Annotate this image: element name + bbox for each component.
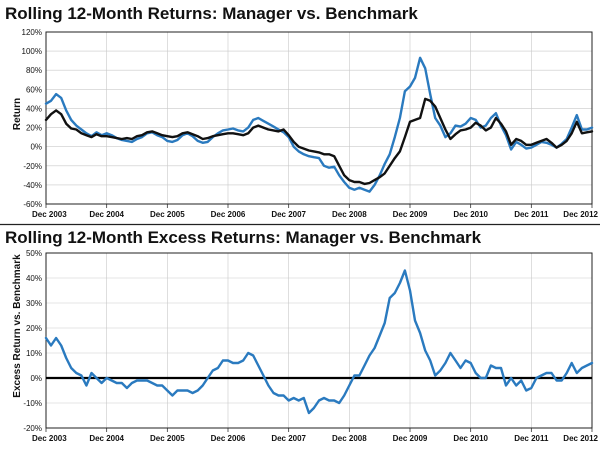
returns-x-tick-label: Dec 2011 bbox=[514, 210, 549, 219]
excess-x-tick-label: Dec 2004 bbox=[89, 434, 124, 443]
excess-x-tick-label: Dec 2008 bbox=[332, 434, 367, 443]
returns-x-tick-label: Dec 2004 bbox=[89, 210, 124, 219]
returns-x-tick-label: Dec 2003 bbox=[32, 210, 67, 219]
returns-x-tick-label: Dec 2005 bbox=[150, 210, 185, 219]
excess-returns-panel: Rolling 12-Month Excess Returns: Manager… bbox=[5, 228, 599, 443]
excess-y-tick-label: 10% bbox=[26, 349, 42, 358]
returns-chart-title: Rolling 12-Month Returns: Manager vs. Be… bbox=[5, 4, 418, 23]
excess-chart-title: Rolling 12-Month Excess Returns: Manager… bbox=[5, 228, 482, 247]
excess-y-tick-label: -10% bbox=[23, 399, 42, 408]
excess-x-tick-label: Dec 2003 bbox=[32, 434, 67, 443]
excess-y-tick-label: 0% bbox=[30, 374, 42, 383]
returns-plot-frame bbox=[45, 31, 593, 205]
returns-y-axis-label: Return bbox=[12, 98, 23, 130]
returns-x-tick-label: Dec 2010 bbox=[453, 210, 488, 219]
excess-x-tick-label: Dec 2011 bbox=[514, 434, 549, 443]
returns-x-tick-label: Dec 2012 bbox=[563, 210, 598, 219]
returns-y-tick-label: 0% bbox=[30, 143, 42, 152]
excess-series-line-1 bbox=[44, 269, 594, 415]
excess-y-axis-label: Excess Return vs. Benchmark bbox=[12, 254, 23, 398]
returns-y-tick-label: 120% bbox=[22, 28, 42, 37]
returns-y-tick-label: -60% bbox=[23, 200, 42, 209]
returns-x-tick-label: Dec 2006 bbox=[211, 210, 246, 219]
excess-x-tick-label: Dec 2007 bbox=[271, 434, 306, 443]
returns-x-tick-label: Dec 2007 bbox=[271, 210, 306, 219]
excess-plot-frame bbox=[45, 252, 593, 429]
returns-y-tick-label: 20% bbox=[26, 124, 42, 133]
excess-y-tick-label: 40% bbox=[26, 274, 42, 283]
excess-x-tick-label: Dec 2012 bbox=[563, 434, 598, 443]
excess-x-tick-label: Dec 2010 bbox=[453, 434, 488, 443]
excess-x-tick-label: Dec 2006 bbox=[211, 434, 246, 443]
returns-y-tick-label: 100% bbox=[22, 47, 42, 56]
excess-y-tick-label: 30% bbox=[26, 299, 42, 308]
returns-y-tick-label: 80% bbox=[26, 66, 42, 75]
returns-series-line-2 bbox=[44, 97, 594, 186]
excess-y-tick-label: 20% bbox=[26, 324, 42, 333]
excess-y-tick-label: -20% bbox=[23, 424, 42, 433]
returns-y-tick-label: 60% bbox=[26, 85, 42, 94]
excess-y-tick-label: 50% bbox=[26, 249, 42, 258]
returns-y-tick-label: -20% bbox=[23, 162, 42, 171]
returns-x-tick-label: Dec 2009 bbox=[393, 210, 428, 219]
excess-x-tick-label: Dec 2005 bbox=[150, 434, 185, 443]
returns-y-tick-label: -40% bbox=[23, 181, 42, 190]
excess-x-tick-label: Dec 2009 bbox=[393, 434, 428, 443]
returns-x-tick-label: Dec 2008 bbox=[332, 210, 367, 219]
returns-panel: Rolling 12-Month Returns: Manager vs. Be… bbox=[5, 4, 599, 219]
returns-y-tick-label: 40% bbox=[26, 104, 42, 113]
